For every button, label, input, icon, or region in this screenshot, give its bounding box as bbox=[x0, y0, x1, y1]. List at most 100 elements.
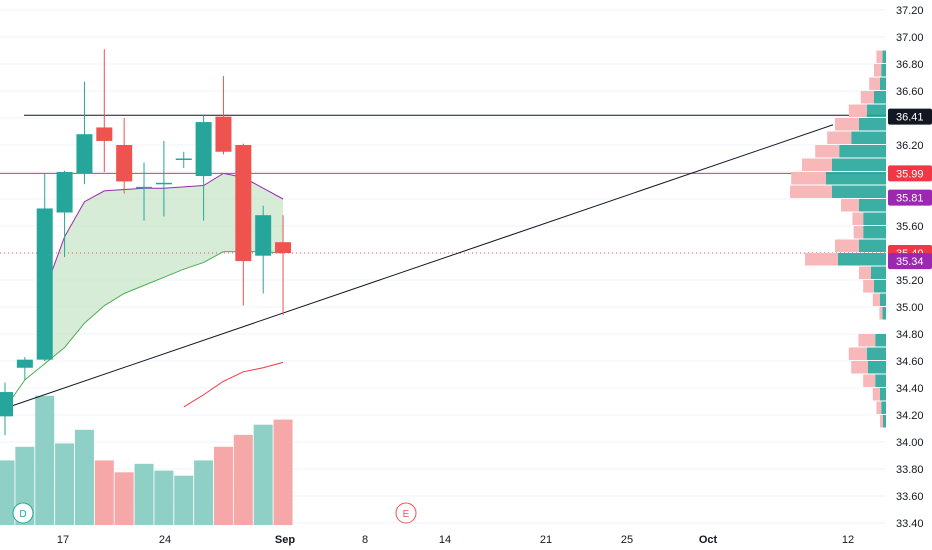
volume-profile-up bbox=[883, 415, 886, 428]
candle-body[interactable] bbox=[235, 145, 252, 262]
volume-profile-down bbox=[851, 361, 868, 374]
time-tick-label: 17 bbox=[57, 534, 69, 546]
price-tick-label: 36.20 bbox=[896, 140, 924, 152]
volume-profile-down bbox=[874, 64, 882, 77]
volume-profile-up bbox=[851, 131, 886, 144]
time-tick-label: 21 bbox=[540, 534, 552, 546]
price-tick-label: 34.80 bbox=[896, 329, 924, 341]
volume-profile-up bbox=[882, 50, 886, 63]
volume-bar bbox=[0, 460, 15, 525]
volume-bar bbox=[273, 419, 293, 525]
volume-profile-up bbox=[868, 361, 886, 374]
volume-profile-up bbox=[839, 145, 886, 158]
price-tag-label: 36.41 bbox=[896, 112, 924, 124]
volume-profile-down bbox=[802, 158, 832, 171]
price-tag bbox=[888, 108, 932, 125]
candle-body[interactable] bbox=[116, 145, 133, 182]
volume-profile-down bbox=[860, 91, 874, 104]
dividends-marker-label: D bbox=[19, 509, 26, 520]
price-tag-label: 35.81 bbox=[896, 193, 924, 205]
volume-profile-up bbox=[859, 199, 886, 212]
volume-profile-down bbox=[835, 239, 859, 252]
candle-body[interactable] bbox=[275, 242, 292, 253]
time-tick-label: Sep bbox=[275, 534, 295, 546]
price-tick-label: 33.80 bbox=[896, 464, 924, 476]
candle-body[interactable] bbox=[215, 116, 232, 152]
volume-bar bbox=[134, 463, 154, 525]
price-tick-label: 35.00 bbox=[896, 302, 924, 314]
time-tick-label: 12 bbox=[842, 534, 854, 546]
volume-profile-up bbox=[880, 388, 886, 401]
volume-bar bbox=[233, 434, 253, 525]
volume-profile-down bbox=[815, 145, 840, 158]
volume-bar bbox=[35, 395, 55, 525]
volume-profile-up bbox=[859, 239, 886, 252]
candle-body[interactable] bbox=[136, 186, 153, 189]
volume-profile-up bbox=[881, 401, 886, 414]
time-tick-label: 14 bbox=[439, 534, 451, 546]
volume-bar bbox=[94, 460, 114, 525]
volume-profile-up bbox=[880, 77, 886, 90]
candle-body[interactable] bbox=[195, 122, 212, 177]
volume-profile-up bbox=[882, 307, 886, 320]
time-tick-label: 8 bbox=[362, 534, 368, 546]
price-tick-label: 34.40 bbox=[896, 383, 924, 395]
price-tick-label: 33.40 bbox=[896, 518, 924, 530]
candle-body[interactable] bbox=[0, 392, 13, 417]
volume-profile-up bbox=[863, 226, 886, 239]
volume-profile-down bbox=[872, 388, 880, 401]
candle-body[interactable] bbox=[96, 127, 113, 141]
price-tag bbox=[888, 189, 932, 206]
volume-profile-down bbox=[863, 280, 874, 293]
candle-body[interactable] bbox=[255, 215, 272, 256]
earnings-marker-label: E bbox=[403, 509, 410, 520]
earnings-marker[interactable] bbox=[395, 502, 417, 524]
volume-profile-down bbox=[852, 212, 864, 225]
price-tag bbox=[888, 253, 932, 270]
volume-profile-down bbox=[879, 307, 883, 320]
price-tick-label: 34.20 bbox=[896, 410, 924, 422]
volume-profile-down bbox=[872, 293, 880, 306]
volume-profile-up bbox=[880, 293, 886, 306]
volume-profile-up bbox=[871, 266, 886, 279]
price-tick-label: 34.00 bbox=[896, 437, 924, 449]
candle-body[interactable] bbox=[155, 182, 172, 185]
volume-profile-up bbox=[863, 212, 886, 225]
volume-bar bbox=[74, 429, 94, 525]
volume-profile-up bbox=[866, 104, 886, 117]
volume-profile-down bbox=[790, 185, 832, 198]
volume-profile-down bbox=[841, 199, 859, 212]
volume-profile-up bbox=[832, 158, 886, 171]
ma-cloud bbox=[44, 173, 284, 364]
dividends-marker[interactable] bbox=[12, 502, 34, 524]
candle-body[interactable] bbox=[76, 134, 93, 174]
candle-body[interactable] bbox=[56, 172, 73, 213]
candle-body[interactable] bbox=[175, 158, 192, 161]
volume-profile-up bbox=[875, 334, 886, 347]
volume-bar bbox=[253, 424, 273, 525]
volume-profile-down bbox=[805, 253, 838, 266]
price-tick-label: 35.60 bbox=[896, 221, 924, 233]
price-tick-label: 37.00 bbox=[896, 32, 924, 44]
price-tag bbox=[888, 165, 932, 182]
price-tick-label: 36.60 bbox=[896, 86, 924, 98]
time-tick-label: 25 bbox=[621, 534, 633, 546]
volume-profile-up bbox=[874, 91, 886, 104]
volume-profile-down bbox=[876, 50, 883, 63]
volume-bar bbox=[55, 443, 75, 525]
volume-profile-down bbox=[863, 374, 876, 387]
volume-profile-up bbox=[859, 118, 886, 131]
ma-slow-line bbox=[183, 361, 284, 408]
price-tick-label: 34.60 bbox=[896, 356, 924, 368]
price-tick-label: 37.20 bbox=[896, 5, 924, 17]
candle-body[interactable] bbox=[16, 359, 33, 368]
candle-body[interactable] bbox=[36, 208, 53, 360]
volume-profile-down bbox=[876, 401, 882, 414]
volume-profile-down bbox=[848, 347, 867, 360]
time-tick-label: Oct bbox=[699, 534, 718, 546]
price-tag-label: 35.34 bbox=[896, 256, 924, 268]
volume-bar bbox=[194, 460, 214, 525]
trend-line[interactable] bbox=[4, 124, 834, 409]
